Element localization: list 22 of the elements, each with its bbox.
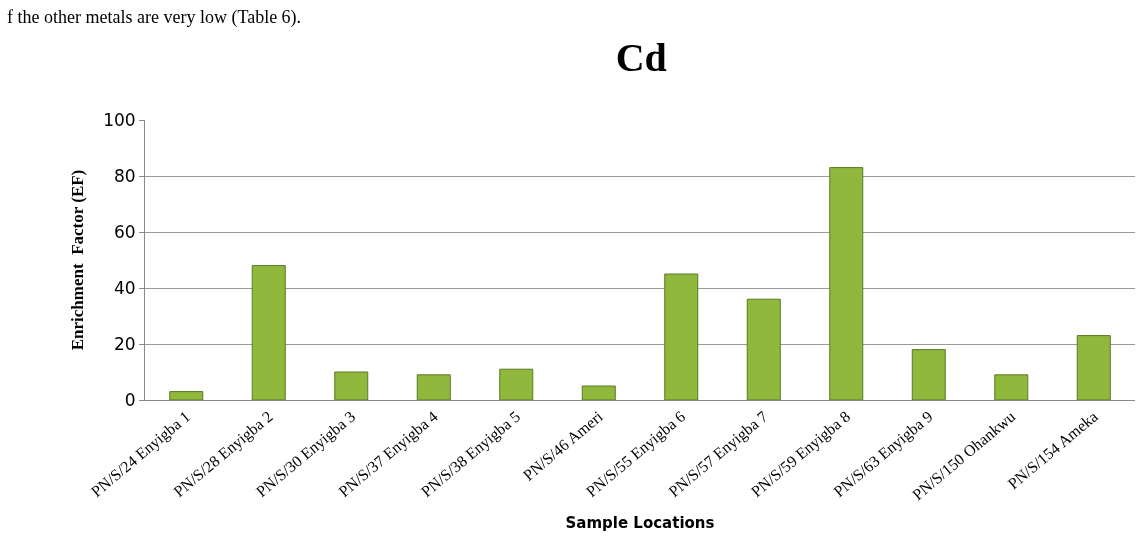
text: f the other metals are very low (Table 6). <box>7 7 302 28</box>
y-tick-label: 40 <box>113 277 136 298</box>
bar <box>334 371 369 400</box>
bar <box>911 349 946 400</box>
bar <box>746 298 781 400</box>
bar <box>416 374 451 400</box>
bar <box>829 167 864 400</box>
y-tick-label: 100 <box>103 109 136 130</box>
bar <box>169 391 204 400</box>
y-axis-title: Enrichment Factor (EF) <box>67 169 87 351</box>
x-axis-title: Sample Locations <box>565 514 715 533</box>
bar <box>1076 335 1111 400</box>
bar <box>994 374 1029 400</box>
bar <box>581 385 616 400</box>
bar <box>664 273 699 400</box>
bar <box>251 265 286 400</box>
chart-title: Cd <box>615 35 667 81</box>
y-tick-label: 20 <box>113 333 136 354</box>
y-tick-label: 80 <box>113 165 136 186</box>
bar <box>499 368 534 400</box>
y-tick-label: 0 <box>124 389 136 410</box>
y-tick-label: 60 <box>113 221 136 242</box>
